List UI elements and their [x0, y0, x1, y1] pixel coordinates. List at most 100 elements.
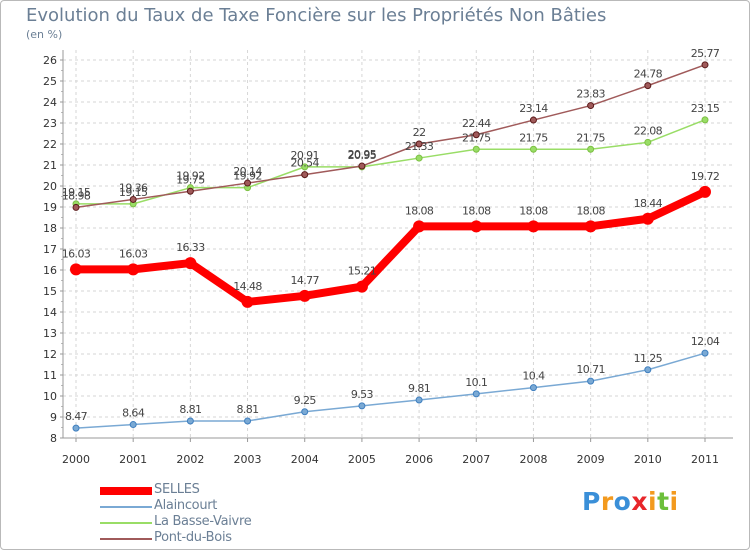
data-label-la-basse-vaivre: 20.95 [348, 149, 377, 162]
point-alaincourt [301, 408, 309, 416]
data-label-la-basse-vaivre: 21.75 [576, 131, 605, 144]
legend-swatch-alaincourt [100, 506, 152, 508]
point-alaincourt [529, 384, 537, 392]
y-tick-label: 21 [43, 159, 57, 172]
y-tick-label: 24 [43, 96, 57, 109]
series-line-pont-du-bois [75, 64, 706, 209]
point-la-basse-vaivre [644, 138, 652, 146]
data-label-selles: 16.03 [62, 247, 91, 260]
x-tick-label: 2009 [577, 453, 605, 466]
point-selles [699, 185, 711, 198]
point-alaincourt [129, 421, 137, 429]
logo-letter: r [600, 487, 614, 516]
data-label-selles: 16.03 [119, 247, 148, 260]
point-la-basse-vaivre [301, 163, 309, 171]
y-tick-label: 12 [43, 348, 57, 361]
point-pont-du-bois [415, 140, 423, 148]
data-label-alaincourt: 8.64 [122, 407, 145, 420]
y-tick-label: 14 [43, 306, 57, 319]
point-selles [70, 263, 82, 276]
series-lines [70, 61, 711, 432]
data-label-pont-du-bois: 19.75 [176, 173, 205, 186]
y-tick-label: 26 [43, 54, 57, 67]
data-label-la-basse-vaivre: 19.92 [176, 170, 205, 183]
point-la-basse-vaivre [472, 145, 480, 153]
data-label-alaincourt: 10.71 [576, 363, 605, 376]
data-label-pont-du-bois: 20.14 [233, 165, 262, 178]
y-axis-unit: (en %) [26, 28, 63, 41]
data-label-alaincourt: 8.81 [236, 403, 258, 416]
x-tick-label: 2001 [119, 453, 147, 466]
point-selles [641, 212, 654, 225]
logo-letter: o [613, 487, 632, 516]
data-label-alaincourt: 10.1 [465, 376, 487, 389]
data-label-alaincourt: 8.47 [65, 410, 88, 423]
logo-letter: i [669, 487, 679, 516]
legend-swatch-selles [100, 487, 152, 495]
data-label-la-basse-vaivre: 19.92 [233, 170, 262, 183]
point-alaincourt [72, 424, 80, 432]
data-label-selles: 18.08 [576, 204, 605, 217]
data-label-pont-du-bois: 22 [413, 126, 426, 139]
point-pont-du-bois [701, 61, 709, 69]
point-la-basse-vaivre [529, 145, 537, 153]
point-pont-du-bois [644, 82, 652, 90]
data-label-selles: 18.08 [405, 204, 434, 217]
chart-title: Evolution du Taux de Taxe Foncière sur l… [26, 5, 607, 26]
y-tick-label: 11 [43, 369, 57, 382]
data-label-la-basse-vaivre: 19.15 [119, 186, 148, 199]
logo-letter: x [631, 487, 648, 516]
point-pont-du-bois [72, 203, 80, 211]
x-tick-label: 2003 [234, 453, 262, 466]
data-label-pont-du-bois: 24.78 [634, 68, 663, 81]
legend-label-selles: SELLES [154, 482, 200, 497]
point-alaincourt [358, 402, 366, 410]
data-label-pont-du-bois: 19.36 [119, 181, 148, 194]
point-selles [184, 257, 197, 270]
y-tick-label: 22 [43, 138, 57, 151]
point-pont-du-bois [529, 116, 537, 124]
data-label-selles: 14.48 [233, 280, 262, 293]
data-label-la-basse-vaivre: 21.75 [519, 131, 548, 144]
x-tick-label: 2000 [62, 453, 90, 466]
point-selles [470, 220, 483, 233]
x-tick-label: 2007 [462, 453, 490, 466]
point-pont-du-bois [244, 179, 252, 187]
data-label-pont-du-bois: 20.54 [290, 157, 319, 170]
x-tick-label: 2002 [176, 453, 204, 466]
data-label-alaincourt: 8.81 [179, 403, 201, 416]
data-label-la-basse-vaivre: 20.91 [290, 149, 319, 162]
data-label-alaincourt: 10.4 [522, 370, 545, 383]
logo-letter: t [657, 487, 670, 516]
data-label-selles: 16.33 [176, 241, 205, 254]
y-tick-label: 18 [43, 222, 57, 235]
series-line-alaincourt [75, 352, 706, 429]
point-selles [527, 220, 540, 233]
point-la-basse-vaivre [415, 154, 423, 162]
data-label-pont-du-bois: 23.83 [576, 88, 605, 101]
point-pont-du-bois [358, 162, 366, 170]
legend-label-alaincourt: Alaincourt [154, 498, 218, 513]
point-alaincourt [644, 366, 652, 374]
data-label-pont-du-bois: 25.77 [691, 47, 720, 60]
data-label-alaincourt: 9.81 [408, 382, 430, 395]
y-tick-label: 10 [43, 390, 57, 403]
legend-swatch-la-basse-vaivre [100, 522, 152, 524]
legend-swatch-pont-du-bois [100, 538, 152, 540]
proxiti-logo: Proxiti [582, 487, 679, 516]
point-selles [355, 280, 368, 293]
data-label-la-basse-vaivre: 21.75 [462, 131, 491, 144]
x-tick-label: 2004 [291, 453, 319, 466]
data-label-la-basse-vaivre: 19.15 [62, 186, 91, 199]
y-tick-label: 20 [43, 180, 57, 193]
point-pont-du-bois [472, 131, 480, 139]
point-selles [241, 295, 254, 308]
point-pont-du-bois [186, 187, 194, 195]
data-label-selles: 15.21 [348, 265, 377, 278]
point-alaincourt [472, 390, 480, 398]
point-la-basse-vaivre [701, 116, 709, 124]
point-pont-du-bois [587, 102, 595, 110]
point-selles [127, 263, 140, 276]
legend-label-la-basse-vaivre: La Basse-Vaivre [154, 514, 252, 529]
